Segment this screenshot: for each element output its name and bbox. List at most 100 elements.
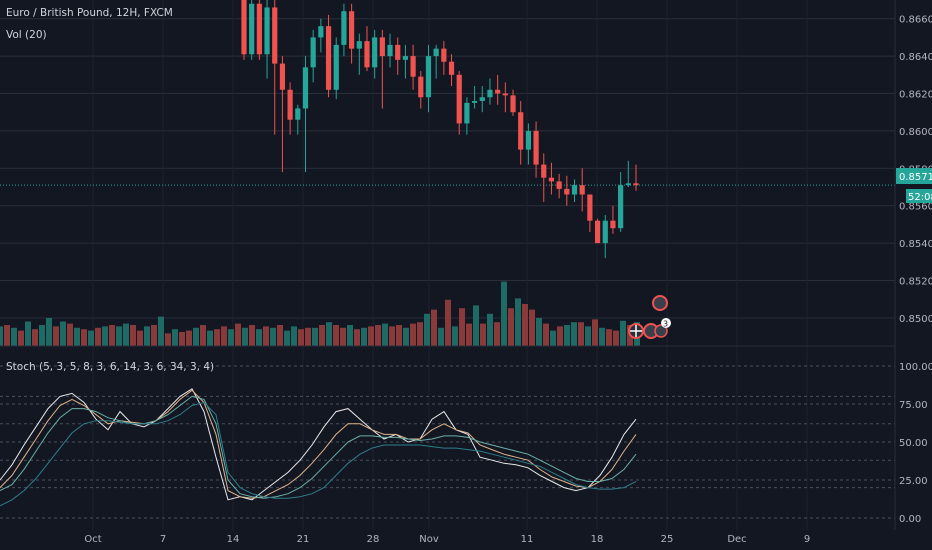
volume-bar <box>88 330 94 346</box>
volume-bar <box>466 323 472 346</box>
last-price-tag: 0.85713 52:08 <box>896 168 932 203</box>
stoch-tick-label: 75.00 <box>899 400 928 411</box>
volume-bar <box>0 326 3 346</box>
volume-bar <box>242 327 248 346</box>
candle-body <box>249 3 255 55</box>
volume-bar <box>438 327 444 346</box>
volume-bar <box>95 327 101 346</box>
candle-body <box>587 194 593 221</box>
volume-bar <box>25 321 31 346</box>
volume-bar <box>613 330 619 346</box>
volume-bar <box>312 327 318 346</box>
time-tick-label: 14 <box>227 534 240 545</box>
volume-bar <box>501 281 507 346</box>
volume-bar <box>424 313 430 346</box>
volume-bar <box>193 327 199 346</box>
volume-bar <box>158 316 164 346</box>
candle-body <box>579 185 585 195</box>
candle-body <box>487 89 493 98</box>
volume-bar <box>151 325 157 346</box>
candle-body <box>495 89 501 94</box>
time-tick-label: 21 <box>297 534 310 545</box>
volume-bar <box>60 321 66 346</box>
volume-bar <box>32 329 38 346</box>
countdown-label: 52:08 <box>908 192 932 203</box>
volume-bar <box>564 325 570 346</box>
candle-body <box>464 102 470 124</box>
price-candles <box>241 0 639 259</box>
eu-flag-icon-top[interactable] <box>652 295 668 311</box>
volume-bar <box>375 325 381 346</box>
stoch-tick-label: 0.00 <box>899 514 921 525</box>
volume-bar <box>186 330 192 346</box>
volume-bar <box>109 325 115 346</box>
volume-bar <box>263 326 269 346</box>
candle-body <box>295 108 301 120</box>
volume-bar <box>557 326 563 346</box>
candle-body <box>387 44 393 57</box>
volume-bar <box>452 326 458 346</box>
volume-bar <box>431 309 437 346</box>
volume-bar <box>130 325 136 346</box>
volume-bar <box>67 323 73 346</box>
candle-body <box>618 185 624 229</box>
stoch-tick-label: 50.00 <box>899 438 928 449</box>
volume-bar <box>382 323 388 346</box>
volume-bar <box>298 329 304 346</box>
volume-bar <box>620 320 626 346</box>
candle-body <box>272 7 278 64</box>
volume-bar <box>284 330 290 346</box>
volume-bar <box>536 318 542 346</box>
volume-bar <box>179 332 185 346</box>
candle-body <box>502 93 508 96</box>
candle-body <box>395 44 401 60</box>
candle-body <box>379 37 385 57</box>
event-markers[interactable]: 3 <box>628 295 671 339</box>
time-tick-label: Oct <box>84 534 101 545</box>
volume-bar <box>270 327 276 346</box>
volume-bar <box>207 330 213 346</box>
candle-body <box>433 48 439 57</box>
volume-bar <box>214 329 220 346</box>
volume-bar <box>515 298 521 346</box>
volume-bar <box>473 305 479 346</box>
volume-bar <box>305 327 311 346</box>
candle-body <box>410 56 416 77</box>
candle-body <box>418 76 424 98</box>
volume-bar <box>235 323 241 346</box>
candle-body <box>264 7 270 55</box>
candle-body <box>471 100 478 103</box>
volume-bar <box>494 322 500 346</box>
volume-bar <box>480 323 486 346</box>
volume-bar <box>39 325 45 346</box>
candle-body <box>633 183 639 186</box>
volume-bar <box>18 330 24 346</box>
time-tick-label: 7 <box>160 534 166 545</box>
candle-body <box>364 41 370 68</box>
volume-bar <box>585 326 591 346</box>
price-tick-label: 0.85000 <box>899 314 932 325</box>
volume-bar <box>368 326 374 346</box>
candle-body <box>341 11 347 45</box>
stoch-series-line <box>0 388 637 501</box>
event-count-text: 3 <box>663 320 668 329</box>
stoch-series-line <box>0 395 637 499</box>
candle-body <box>556 181 562 189</box>
volume-bar <box>74 327 80 346</box>
volume-bar <box>571 322 577 346</box>
volume-bar <box>487 313 493 346</box>
candle-body <box>349 11 355 49</box>
volume-bar <box>81 329 87 346</box>
candle-body <box>564 188 570 195</box>
volume-bar <box>11 327 17 346</box>
candle-body <box>571 185 578 195</box>
volume-bar <box>347 325 353 346</box>
time-tick-label: 18 <box>591 534 604 545</box>
uk-flag-icon-small[interactable] <box>654 324 668 338</box>
time-tick-label: 28 <box>367 534 380 545</box>
